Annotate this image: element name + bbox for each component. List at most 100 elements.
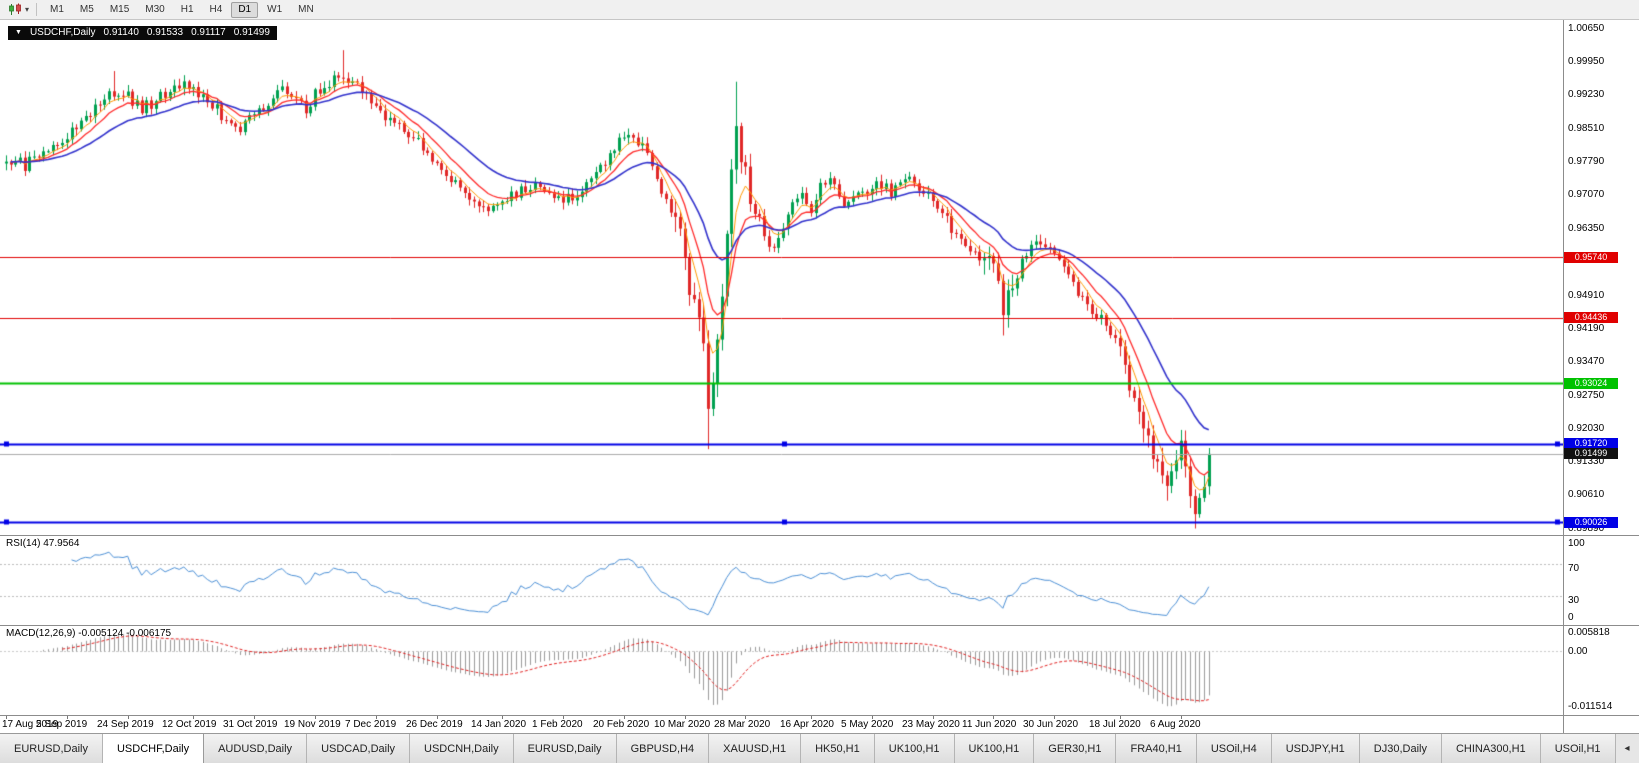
- price-line-tag: 0.90026: [1564, 516, 1618, 528]
- date-axis-tick: [254, 716, 255, 719]
- timeframe-button-m5[interactable]: M5: [79, 3, 94, 15]
- bar-close-value: 0.91499: [233, 27, 270, 38]
- date-axis-label: 5 May 2020: [841, 719, 894, 730]
- rsi-axis-label: 30: [1568, 595, 1580, 607]
- bar-open-value: 0.91140: [103, 27, 139, 38]
- price-axis-tick: 0.94910: [1568, 289, 1605, 301]
- macd-indicator-label: MACD(12,26,9) -0.005124 -0.006175: [6, 628, 171, 639]
- chart-title-overlay: ▼ USDCHF,Daily 0.91140 0.91533 0.91117 0…: [8, 26, 277, 40]
- date-axis-label: 10 Mar 2020: [654, 719, 711, 730]
- date-axis-label: 11 Jun 2020: [962, 719, 1017, 730]
- date-axis-tick: [376, 716, 377, 719]
- chart-tab-gbpusd-h4[interactable]: GBPUSD,H4: [616, 734, 710, 763]
- rsi-indicator-label: RSI(14) 47.9564: [6, 538, 79, 549]
- chart-tab-usoil-h4[interactable]: USOil,H4: [1196, 734, 1272, 763]
- date-axis-label: 5 Sep 2019: [36, 719, 88, 730]
- date-axis-label: 28 Mar 2020: [714, 719, 771, 730]
- timeframe-button-mn[interactable]: MN: [298, 3, 314, 15]
- price-axis-tick: 1.00650: [1568, 23, 1605, 35]
- bar-low-value: 0.91117: [191, 27, 226, 38]
- price-axis-tick: 0.90610: [1568, 489, 1605, 501]
- chart-tab-fra40-h1[interactable]: FRA40,H1: [1116, 734, 1197, 763]
- date-axis-label: 16 Apr 2020: [780, 719, 834, 730]
- date-axis-tick: [933, 716, 934, 719]
- price-axis-tick: 0.91330: [1568, 455, 1605, 467]
- chevron-down-icon: ▾: [25, 5, 30, 14]
- chart-type-button[interactable]: ▾: [5, 3, 32, 16]
- price-line-tag: 0.93024: [1564, 377, 1618, 389]
- date-axis-tick: [872, 716, 873, 719]
- panel-separator[interactable]: [0, 625, 1639, 626]
- timeframe-button-h4[interactable]: H4: [209, 3, 223, 15]
- date-axis-label: 18 Jul 2020: [1089, 719, 1141, 730]
- rsi-axis-label: 100: [1568, 538, 1585, 549]
- chart-tab-bar: EURUSD,Daily USDCHF,Daily AUDUSD,Daily USDC…: [0, 733, 1639, 763]
- timeframe-button-m1[interactable]: M1: [50, 3, 64, 15]
- macd-axis-label: 0.005818: [1568, 627, 1610, 638]
- date-axis-label: 26 Dec 2019: [406, 719, 463, 730]
- rsi-axis-label: 0: [1568, 612, 1574, 623]
- chart-tab-uk100-h1[interactable]: UK100,H1: [874, 734, 955, 763]
- date-axis-label: 23 May 2020: [902, 719, 960, 730]
- date-axis-tick: [811, 716, 812, 719]
- timeframe-button-h1[interactable]: H1: [180, 3, 194, 15]
- price-axis-tick: 0.92030: [1568, 423, 1605, 435]
- chart-tab-usoil-h1[interactable]: USOil,H1: [1540, 734, 1616, 763]
- panel-separator[interactable]: [0, 535, 1639, 536]
- chart-tab-usdcad-daily[interactable]: USDCAD,Daily: [307, 734, 411, 763]
- chart-tab-hk50-h1[interactable]: HK50,H1: [801, 734, 875, 763]
- date-axis-label: 14 Jan 2020: [471, 719, 527, 730]
- panel-separator: [0, 715, 1639, 716]
- chart-tab-ger30-h1[interactable]: GER30,H1: [1034, 734, 1117, 763]
- chart-tab-china300-h1[interactable]: CHINA300,H1: [1441, 734, 1541, 763]
- date-axis-tick: [1181, 716, 1182, 719]
- timeframe-button-d1[interactable]: D1: [231, 1, 259, 18]
- chart-tab-usdchf-daily[interactable]: USDCHF,Daily: [102, 734, 205, 763]
- date-axis-label: 17 Aug 2019: [2, 719, 59, 730]
- timeframe-button-m15[interactable]: M15: [109, 3, 130, 15]
- macd-axis-label: 0.00: [1568, 645, 1588, 657]
- chart-symbol-period: USDCHF,Daily: [29, 27, 96, 38]
- macd-axis-label: -0.011514: [1568, 701, 1613, 712]
- timeframe-toolbar: ▾ M1 M5 M15 M30 H1 H4 D1 W1 MN: [0, 0, 1639, 20]
- date-axis-tick: [993, 716, 994, 719]
- date-axis-tick: [193, 716, 194, 719]
- price-axis-tick: 0.98510: [1568, 122, 1605, 134]
- price-chart-canvas[interactable]: [0, 0, 1563, 733]
- price-line-tag: 0.94436: [1564, 312, 1618, 324]
- date-axis-label: 20 Feb 2020: [593, 719, 650, 730]
- chart-tab-audusd-daily[interactable]: AUDUSD,Daily: [204, 734, 308, 763]
- rsi-name: RSI(14): [6, 538, 41, 549]
- date-axis-label: 6 Aug 2020: [1150, 719, 1201, 730]
- price-axis-tick: 0.92750: [1568, 389, 1605, 401]
- date-axis-label: 31 Oct 2019: [223, 719, 278, 730]
- rsi-value: 47.9564: [43, 538, 80, 549]
- chart-tab-eurusd-daily[interactable]: EURUSD,Daily: [513, 734, 617, 763]
- tab-scroll-left-icon[interactable]: ◂: [1624, 743, 1630, 754]
- date-axis-tick: [745, 716, 746, 719]
- date-axis-tick: [685, 716, 686, 719]
- date-axis-tick: [437, 716, 438, 719]
- date-axis-tick: [563, 716, 564, 719]
- chart-tab-dj30-daily[interactable]: DJ30,Daily: [1359, 734, 1442, 763]
- chart-tab-uk100-h1[interactable]: UK100,H1: [954, 734, 1035, 763]
- price-line-tag: 0.91720: [1564, 438, 1618, 450]
- macd-name: MACD(12,26,9): [6, 628, 76, 639]
- collapse-triangle-icon[interactable]: ▼: [15, 29, 22, 36]
- price-axis-separator: [1563, 20, 1564, 733]
- date-axis-tick: [67, 716, 68, 719]
- candlestick-chart-icon: [9, 3, 21, 15]
- timeframe-button-w1[interactable]: W1: [267, 3, 283, 15]
- chart-tab-xauusd-h1[interactable]: XAUUSD,H1: [709, 734, 802, 763]
- chart-tab-usdjpy-h1[interactable]: USDJPY,H1: [1271, 734, 1360, 763]
- date-axis-label: 30 Jun 2020: [1023, 719, 1079, 730]
- date-axis-tick: [128, 716, 129, 719]
- price-line-tag: 0.95740: [1564, 251, 1618, 263]
- price-axis-tick: 0.97790: [1568, 155, 1605, 167]
- timeframe-button-m30[interactable]: M30: [145, 3, 165, 15]
- chart-tab-eurusd-daily[interactable]: EURUSD,Daily: [0, 734, 103, 763]
- chart-tab-usdcnh-daily[interactable]: USDCNH,Daily: [410, 734, 514, 763]
- price-axis-tick: 0.94190: [1568, 323, 1605, 334]
